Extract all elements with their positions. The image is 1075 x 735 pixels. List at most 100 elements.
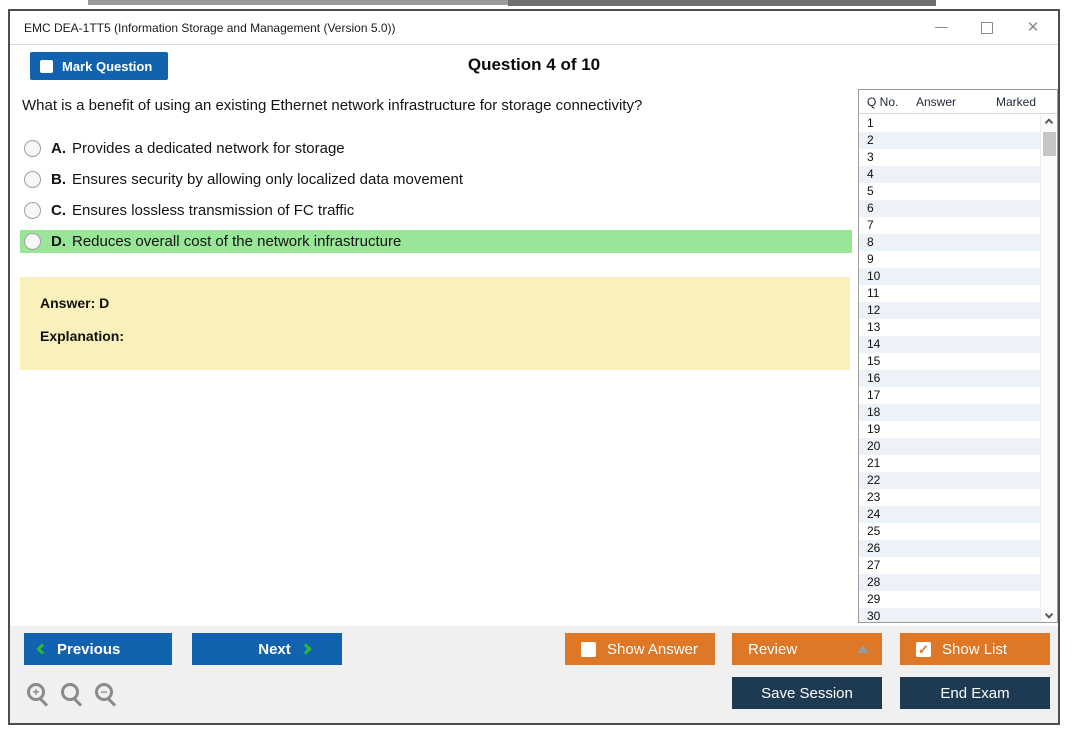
cell-qno: 14 xyxy=(867,337,881,351)
list-scrollbar[interactable] xyxy=(1040,115,1057,622)
zoom-in-icon[interactable]: + xyxy=(27,683,53,710)
save-session-button[interactable]: Save Session xyxy=(732,677,882,709)
cell-answer xyxy=(916,234,996,251)
cell-marked xyxy=(996,166,1040,183)
table-row[interactable]: 13 xyxy=(859,319,1040,336)
table-row[interactable]: 26 xyxy=(859,540,1040,557)
cell-answer xyxy=(916,557,996,574)
answer-option[interactable]: A. Provides a dedicated network for stor… xyxy=(20,137,852,160)
answer-option[interactable]: B. Ensures security by allowing only loc… xyxy=(20,168,852,191)
review-button[interactable]: Review xyxy=(732,633,882,665)
table-row[interactable]: 1 xyxy=(859,115,1040,132)
table-row[interactable]: 27 xyxy=(859,557,1040,574)
table-row[interactable]: 22 xyxy=(859,472,1040,489)
table-row[interactable]: 19 xyxy=(859,421,1040,438)
show-answer-button[interactable]: Show Answer xyxy=(565,633,715,665)
previous-button[interactable]: Previous xyxy=(24,633,172,665)
zoom-reset-icon[interactable] xyxy=(61,683,87,710)
cell-qno: 13 xyxy=(867,320,881,334)
mark-question-label: Mark Question xyxy=(62,58,153,74)
zoom-controls: + − xyxy=(27,683,121,710)
end-exam-button[interactable]: End Exam xyxy=(900,677,1050,709)
table-row[interactable]: 2 xyxy=(859,132,1040,149)
cell-qno: 21 xyxy=(867,456,881,470)
scroll-down-button[interactable] xyxy=(1041,606,1057,620)
radio-button-icon[interactable] xyxy=(24,140,41,157)
cell-qno: 7 xyxy=(867,218,874,232)
table-row[interactable]: 28 xyxy=(859,574,1040,591)
radio-button-icon[interactable] xyxy=(24,202,41,219)
table-row[interactable]: 17 xyxy=(859,387,1040,404)
table-row[interactable]: 24 xyxy=(859,506,1040,523)
table-row[interactable]: 25 xyxy=(859,523,1040,540)
table-row[interactable]: 20 xyxy=(859,438,1040,455)
cell-answer xyxy=(916,421,996,438)
scrollbar-thumb[interactable] xyxy=(1043,132,1056,156)
radio-button-icon[interactable] xyxy=(24,171,41,188)
table-row[interactable]: 18 xyxy=(859,404,1040,421)
table-row[interactable]: 5 xyxy=(859,183,1040,200)
table-row[interactable]: 8 xyxy=(859,234,1040,251)
cell-marked xyxy=(996,574,1040,591)
answer-option[interactable]: C. Ensures lossless transmission of FC t… xyxy=(20,199,852,222)
show-list-button[interactable]: ✓ Show List xyxy=(900,633,1050,665)
cell-answer xyxy=(916,591,996,608)
chevron-left-icon xyxy=(36,643,48,655)
cell-qno: 19 xyxy=(867,422,881,436)
cell-answer xyxy=(916,404,996,421)
cell-qno: 18 xyxy=(867,405,881,419)
cell-answer xyxy=(916,370,996,387)
cell-answer xyxy=(916,336,996,353)
cell-qno: 6 xyxy=(867,201,874,215)
cell-qno: 25 xyxy=(867,524,881,538)
table-row[interactable]: 21 xyxy=(859,455,1040,472)
cell-answer xyxy=(916,455,996,472)
question-counter: Question 4 of 10 xyxy=(467,55,601,74)
table-row[interactable]: 7 xyxy=(859,217,1040,234)
table-row[interactable]: 29 xyxy=(859,591,1040,608)
cell-answer xyxy=(916,285,996,302)
chevron-down-icon xyxy=(1044,610,1054,619)
table-row[interactable]: 15 xyxy=(859,353,1040,370)
cell-marked xyxy=(996,115,1040,132)
show-answer-label: Show Answer xyxy=(607,640,698,658)
table-row[interactable]: 10 xyxy=(859,268,1040,285)
minimize-button[interactable] xyxy=(918,11,964,44)
table-row[interactable]: 12 xyxy=(859,302,1040,319)
footer-bar: Previous Next Show Answer Review ✓ Show … xyxy=(10,626,1058,723)
table-row[interactable]: 3 xyxy=(859,149,1040,166)
scroll-up-button[interactable] xyxy=(1041,117,1057,131)
table-row[interactable]: 9 xyxy=(859,251,1040,268)
next-label: Next xyxy=(258,640,291,658)
table-row[interactable]: 14 xyxy=(859,336,1040,353)
review-label: Review xyxy=(748,640,798,658)
table-row[interactable]: 30 xyxy=(859,608,1040,622)
cell-qno: 10 xyxy=(867,269,881,283)
zoom-out-icon[interactable]: − xyxy=(95,683,121,710)
table-row[interactable]: 4 xyxy=(859,166,1040,183)
cell-answer xyxy=(916,268,996,285)
mark-question-button[interactable]: Mark Question xyxy=(30,52,169,80)
question-list-panel: Q No. Answer Marked 1 2 3 4 5 6 7 8 9 xyxy=(858,89,1058,623)
option-letter: C. xyxy=(51,202,66,219)
table-row[interactable]: 23 xyxy=(859,489,1040,506)
cell-marked xyxy=(996,234,1040,251)
table-row[interactable]: 16 xyxy=(859,370,1040,387)
next-button[interactable]: Next xyxy=(192,633,342,665)
answer-option[interactable]: D. Reduces overall cost of the network i… xyxy=(20,230,852,253)
question-list-header: Q No. Answer Marked xyxy=(859,90,1057,114)
close-button[interactable]: ✕ xyxy=(1010,11,1056,44)
table-row[interactable]: 11 xyxy=(859,285,1040,302)
cell-marked xyxy=(996,608,1040,622)
cell-answer xyxy=(916,608,996,622)
close-icon: ✕ xyxy=(1026,19,1040,36)
cell-marked xyxy=(996,336,1040,353)
end-exam-label: End Exam xyxy=(940,684,1010,702)
cell-answer xyxy=(916,438,996,455)
triangle-up-icon xyxy=(857,645,869,653)
maximize-button[interactable] xyxy=(964,11,1010,44)
radio-button-icon[interactable] xyxy=(24,233,41,250)
table-row[interactable]: 6 xyxy=(859,200,1040,217)
show-list-label: Show List xyxy=(942,640,1008,658)
option-letter: B. xyxy=(51,171,66,188)
